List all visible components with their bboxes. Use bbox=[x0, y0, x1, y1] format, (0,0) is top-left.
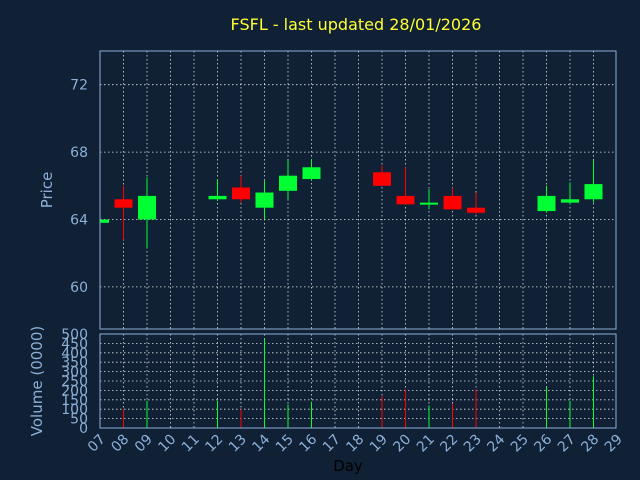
volume-plot-frame bbox=[99, 333, 617, 429]
candle bbox=[443, 187, 462, 210]
candle-body bbox=[420, 202, 438, 205]
candle bbox=[373, 165, 391, 186]
candle-body bbox=[255, 192, 274, 208]
volume-y-tick-label: 400 bbox=[61, 346, 88, 362]
volume-y-tick-label: 200 bbox=[61, 383, 88, 399]
x-tick-label: 20 bbox=[390, 432, 414, 456]
x-tick-label: 10 bbox=[155, 432, 179, 456]
x-axis-label: Day bbox=[333, 457, 363, 475]
price-y-tick-label: 72 bbox=[70, 78, 88, 94]
candle bbox=[396, 167, 415, 205]
candle bbox=[114, 185, 133, 240]
candle bbox=[420, 189, 438, 210]
candle-body bbox=[373, 172, 391, 186]
x-tick-label: 26 bbox=[531, 431, 555, 455]
candle-body bbox=[208, 195, 227, 200]
price-y-tick-label: 60 bbox=[70, 280, 88, 296]
x-tick-label: 22 bbox=[437, 432, 461, 456]
candle bbox=[302, 158, 321, 181]
x-tick-label: 27 bbox=[555, 432, 579, 456]
x-axis-ticks: 07 08 09 10 11 12 13 14 15 16 17 18 19 20 21 22 23 24 25 26… bbox=[85, 431, 626, 455]
chart-title: FSFL - last updated 28/01/2026 bbox=[231, 15, 482, 34]
x-tick-label: 25 bbox=[508, 432, 532, 456]
x-tick-label: 23 bbox=[461, 432, 485, 456]
candle-body bbox=[114, 199, 133, 208]
candle-body bbox=[302, 167, 321, 180]
x-tick-label: 08 bbox=[108, 432, 132, 456]
candle bbox=[138, 177, 156, 249]
x-tick-label: 11 bbox=[179, 432, 203, 456]
volume-grid bbox=[100, 333, 616, 429]
candle bbox=[467, 192, 485, 215]
price-y-ticks: 60 64 68 72 bbox=[70, 78, 88, 296]
volume-bars bbox=[123, 338, 594, 428]
volume-y-tick-label: 100 bbox=[61, 402, 88, 418]
volume-y-axis-label: Volume (0000) bbox=[28, 326, 46, 436]
price-candles bbox=[99, 158, 603, 249]
candle-body bbox=[396, 195, 415, 205]
x-tick-label: 28 bbox=[578, 432, 602, 456]
price-y-tick-label: 68 bbox=[70, 145, 88, 161]
candle-body bbox=[279, 175, 297, 191]
candle-body bbox=[584, 184, 603, 200]
volume-y-tick-label: 250 bbox=[61, 374, 88, 390]
candle bbox=[279, 160, 297, 200]
candle bbox=[584, 160, 603, 203]
candle bbox=[99, 219, 109, 225]
x-tick-label: 09 bbox=[132, 432, 156, 456]
price-grid bbox=[100, 51, 616, 329]
x-tick-label: 13 bbox=[226, 432, 250, 456]
candle-body bbox=[232, 187, 250, 200]
x-tick-label: 19 bbox=[367, 432, 391, 456]
candle-body bbox=[467, 207, 485, 213]
candle bbox=[561, 182, 579, 205]
candle-body bbox=[561, 199, 579, 203]
price-y-tick-label: 64 bbox=[70, 212, 88, 228]
volume-y-tick-label: 500 bbox=[61, 327, 88, 343]
candle bbox=[537, 185, 556, 213]
volume-y-tick-label: 350 bbox=[61, 355, 88, 371]
volume-y-tick-label: 150 bbox=[61, 393, 88, 409]
x-tick-label: 17 bbox=[320, 432, 344, 456]
candle bbox=[232, 175, 250, 203]
x-tick-label: 18 bbox=[343, 432, 367, 456]
candle-body bbox=[537, 195, 556, 212]
price-plot-frame bbox=[99, 50, 617, 330]
x-tick-label: 14 bbox=[249, 431, 273, 455]
x-tick-label: 24 bbox=[484, 431, 508, 455]
x-tick-label: 21 bbox=[414, 432, 438, 456]
candle-body bbox=[100, 219, 109, 223]
price-y-axis-label: Price bbox=[38, 172, 56, 209]
volume-y-tick-label: 50 bbox=[70, 412, 88, 428]
volume-y-tick-label: 0 bbox=[79, 421, 88, 437]
candle bbox=[255, 180, 274, 220]
candle-body bbox=[138, 195, 156, 220]
x-tick-label: 16 bbox=[296, 431, 320, 455]
x-tick-label: 07 bbox=[85, 432, 109, 456]
x-tick-label: 15 bbox=[273, 432, 297, 456]
x-tick-label: 29 bbox=[602, 432, 626, 456]
volume-y-tick-label: 300 bbox=[61, 365, 88, 381]
volume-y-tick-label: 450 bbox=[61, 336, 88, 352]
candle bbox=[208, 179, 227, 201]
x-tick-label: 12 bbox=[202, 432, 226, 456]
candle-body bbox=[443, 195, 462, 210]
